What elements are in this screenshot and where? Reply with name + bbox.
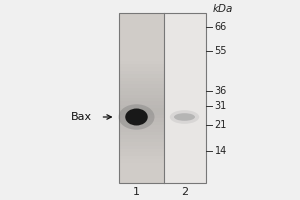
- Bar: [118, 88, 164, 91]
- Text: 14: 14: [214, 146, 227, 156]
- Bar: [118, 81, 164, 84]
- Bar: [118, 13, 164, 16]
- Text: 31: 31: [214, 101, 227, 111]
- Ellipse shape: [174, 113, 195, 121]
- Bar: [118, 71, 164, 74]
- Bar: [118, 37, 164, 40]
- Bar: [118, 146, 164, 149]
- Ellipse shape: [170, 110, 199, 124]
- Text: 55: 55: [214, 46, 227, 56]
- Bar: [164, 13, 206, 183]
- Bar: [118, 84, 164, 88]
- Bar: [118, 108, 164, 112]
- Bar: [118, 44, 164, 47]
- Bar: [118, 180, 164, 183]
- Bar: [118, 139, 164, 142]
- Text: 66: 66: [214, 22, 227, 32]
- Bar: [118, 156, 164, 159]
- Ellipse shape: [125, 108, 148, 126]
- Bar: [118, 163, 164, 166]
- Bar: [118, 135, 164, 139]
- Bar: [118, 176, 164, 180]
- Bar: [118, 101, 164, 105]
- Bar: [118, 78, 164, 81]
- Bar: [118, 20, 164, 23]
- Bar: [118, 61, 164, 64]
- Bar: [118, 30, 164, 33]
- Bar: [118, 64, 164, 67]
- Bar: [118, 142, 164, 146]
- Bar: [118, 67, 164, 71]
- Text: 21: 21: [214, 120, 227, 130]
- Bar: [118, 54, 164, 57]
- Bar: [118, 152, 164, 156]
- Bar: [118, 129, 164, 132]
- Bar: [118, 16, 164, 20]
- Bar: [118, 105, 164, 108]
- Bar: [118, 115, 164, 118]
- Bar: [118, 112, 164, 115]
- Bar: [118, 118, 164, 122]
- Bar: [118, 159, 164, 163]
- Bar: [118, 47, 164, 50]
- Bar: [118, 132, 164, 135]
- Text: 36: 36: [214, 86, 227, 96]
- Bar: [118, 13, 206, 183]
- Bar: [118, 13, 164, 183]
- Bar: [118, 122, 164, 125]
- Bar: [118, 50, 164, 54]
- Bar: [118, 173, 164, 176]
- Bar: [118, 169, 164, 173]
- Bar: [118, 166, 164, 169]
- Bar: [118, 98, 164, 101]
- Bar: [118, 40, 164, 44]
- Bar: [118, 95, 164, 98]
- Text: 1: 1: [133, 187, 140, 197]
- Bar: [118, 74, 164, 78]
- Ellipse shape: [118, 104, 154, 130]
- Bar: [118, 57, 164, 61]
- Bar: [118, 149, 164, 152]
- Bar: [118, 33, 164, 37]
- Bar: [118, 23, 164, 27]
- Text: kDa: kDa: [213, 4, 233, 14]
- Bar: [118, 91, 164, 95]
- Bar: [118, 27, 164, 30]
- Text: 2: 2: [181, 187, 188, 197]
- Text: Bax: Bax: [70, 112, 92, 122]
- Bar: [118, 125, 164, 129]
